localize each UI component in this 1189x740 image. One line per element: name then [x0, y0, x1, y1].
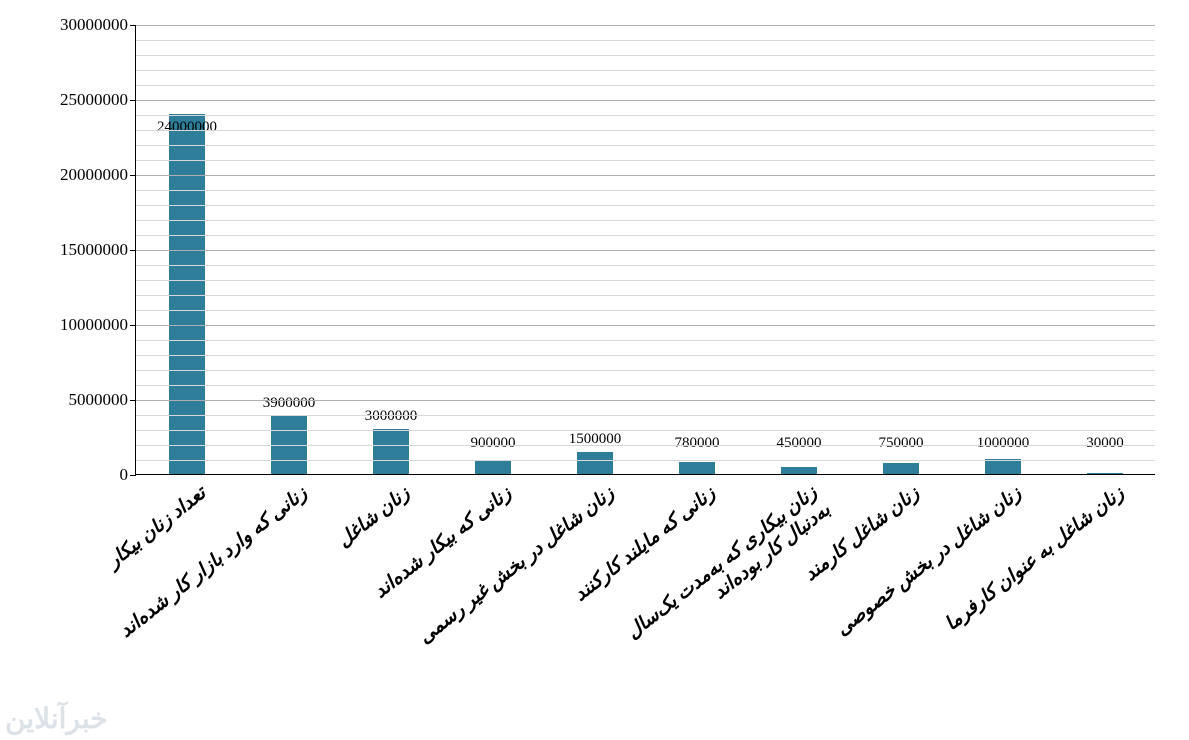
gridline-minor	[136, 220, 1155, 221]
gridline-major	[136, 100, 1155, 101]
y-tick	[130, 250, 136, 251]
gridline-minor	[136, 40, 1155, 41]
gridline-minor	[136, 55, 1155, 56]
gridline-minor	[136, 385, 1155, 386]
gridline-minor	[136, 130, 1155, 131]
x-category-label: زنان شاغل در بخش غیر رسمی	[414, 482, 618, 649]
x-category-label: تعداد زنان بیکار	[103, 482, 210, 573]
y-tick	[130, 400, 136, 401]
gridline-minor	[136, 445, 1155, 446]
y-tick-label: 30000000	[60, 15, 128, 35]
gridline-major	[136, 325, 1155, 326]
y-tick	[130, 175, 136, 176]
x-category-label: زنانی که وارد بازار کار شده‌اند	[116, 482, 313, 643]
gridline-major	[136, 400, 1155, 401]
x-category-label: زنان شاغل در بخش خصوصی	[832, 482, 1026, 641]
plot-area: 2400000039000003000000900000150000078000…	[135, 25, 1155, 475]
gridline-minor	[136, 85, 1155, 86]
y-tick-label: 0	[120, 465, 129, 485]
gridline-minor	[136, 295, 1155, 296]
gridline-minor	[136, 370, 1155, 371]
x-category-label: زنان بیکاری که به‌مدت یک‌سال به‌دنبال کا…	[603, 482, 835, 676]
y-tick	[130, 475, 136, 476]
y-tick-label: 20000000	[60, 165, 128, 185]
gridline-major	[136, 175, 1155, 176]
gridline-major	[136, 250, 1155, 251]
gridline-minor	[136, 115, 1155, 116]
gridline-minor	[136, 415, 1155, 416]
y-tick-label: 15000000	[60, 240, 128, 260]
x-category-label: زنان شاغل	[333, 482, 414, 552]
gridline-minor	[136, 340, 1155, 341]
gridline-minor	[136, 430, 1155, 431]
gridline-minor	[136, 460, 1155, 461]
gridline-minor	[136, 310, 1155, 311]
gridline-minor	[136, 280, 1155, 281]
gridline-minor	[136, 145, 1155, 146]
watermark: خبرآنلاین	[5, 702, 108, 735]
gridline-minor	[136, 355, 1155, 356]
x-category-label: زنان شاغل به عنوان کارفرما	[940, 482, 1128, 636]
gridline-minor	[136, 205, 1155, 206]
y-tick-label: 25000000	[60, 90, 128, 110]
y-tick	[130, 100, 136, 101]
y-tick-label: 5000000	[69, 390, 129, 410]
gridline-minor	[136, 190, 1155, 191]
y-tick	[130, 25, 136, 26]
gridline-major	[136, 25, 1155, 26]
chart-container: 2400000039000003000000900000150000078000…	[30, 10, 1170, 730]
y-tick-label: 10000000	[60, 315, 128, 335]
gridline-minor	[136, 265, 1155, 266]
gridline-minor	[136, 70, 1155, 71]
gridline-minor	[136, 235, 1155, 236]
y-tick	[130, 325, 136, 326]
gridline-minor	[136, 160, 1155, 161]
